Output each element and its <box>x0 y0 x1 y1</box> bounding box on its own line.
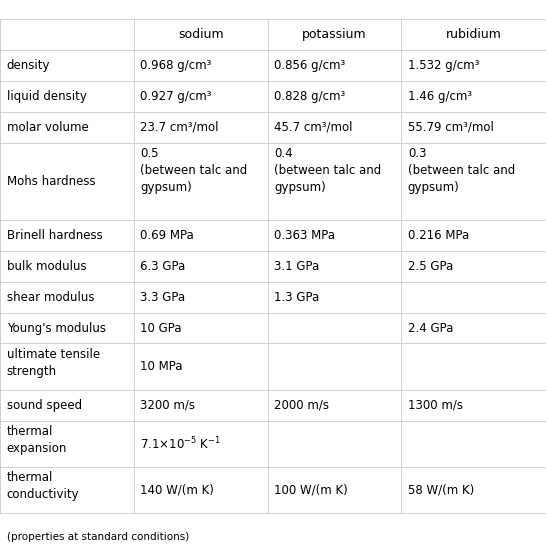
Text: thermal
conductivity: thermal conductivity <box>7 472 79 501</box>
Text: 6.3 GPa: 6.3 GPa <box>140 260 186 273</box>
Text: 45.7 cm³/mol: 45.7 cm³/mol <box>274 121 353 134</box>
Text: 0.927 g/cm³: 0.927 g/cm³ <box>140 90 212 103</box>
Text: 0.856 g/cm³: 0.856 g/cm³ <box>274 59 345 72</box>
Text: 3.3 GPa: 3.3 GPa <box>140 290 186 304</box>
Text: 0.968 g/cm³: 0.968 g/cm³ <box>140 59 212 72</box>
Text: 55.79 cm³/mol: 55.79 cm³/mol <box>408 121 494 134</box>
Text: 0.5
(between talc and
gypsum): 0.5 (between talc and gypsum) <box>140 147 247 194</box>
Text: 3200 m/s: 3200 m/s <box>140 399 195 412</box>
Text: 0.363 MPa: 0.363 MPa <box>274 229 335 242</box>
Text: Brinell hardness: Brinell hardness <box>7 229 102 242</box>
Text: 1.3 GPa: 1.3 GPa <box>274 290 319 304</box>
Text: liquid density: liquid density <box>7 90 86 103</box>
Text: (properties at standard conditions): (properties at standard conditions) <box>7 533 189 542</box>
Text: 10 GPa: 10 GPa <box>140 322 182 334</box>
Text: 0.3
(between talc and
gypsum): 0.3 (between talc and gypsum) <box>408 147 515 194</box>
Text: 3.1 GPa: 3.1 GPa <box>274 260 319 273</box>
Text: sound speed: sound speed <box>7 399 82 412</box>
Text: 0.828 g/cm³: 0.828 g/cm³ <box>274 90 345 103</box>
Text: 1300 m/s: 1300 m/s <box>408 399 463 412</box>
Text: 58 W/(m K): 58 W/(m K) <box>408 484 474 497</box>
Text: 1.46 g/cm³: 1.46 g/cm³ <box>408 90 472 103</box>
Text: density: density <box>7 59 50 72</box>
Text: potassium: potassium <box>302 28 367 41</box>
Text: rubidium: rubidium <box>446 28 502 41</box>
Text: shear modulus: shear modulus <box>7 290 94 304</box>
Text: 0.69 MPa: 0.69 MPa <box>140 229 194 242</box>
Text: 0.216 MPa: 0.216 MPa <box>408 229 469 242</box>
Text: ultimate tensile
strength: ultimate tensile strength <box>7 348 100 378</box>
Text: 2.4 GPa: 2.4 GPa <box>408 322 453 334</box>
Text: molar volume: molar volume <box>7 121 88 134</box>
Text: Young's modulus: Young's modulus <box>7 322 105 334</box>
Text: sodium: sodium <box>178 28 223 41</box>
Text: 100 W/(m K): 100 W/(m K) <box>274 484 348 497</box>
Text: $7.1{\times}10^{-5}$ K$^{-1}$: $7.1{\times}10^{-5}$ K$^{-1}$ <box>140 435 221 452</box>
Text: 1.532 g/cm³: 1.532 g/cm³ <box>408 59 479 72</box>
Text: bulk modulus: bulk modulus <box>7 260 86 273</box>
Text: 2.5 GPa: 2.5 GPa <box>408 260 453 273</box>
Text: thermal
expansion: thermal expansion <box>7 425 67 455</box>
Text: 23.7 cm³/mol: 23.7 cm³/mol <box>140 121 219 134</box>
Text: 10 MPa: 10 MPa <box>140 360 183 373</box>
Text: 2000 m/s: 2000 m/s <box>274 399 329 412</box>
Text: Mohs hardness: Mohs hardness <box>7 175 95 188</box>
Text: 0.4
(between talc and
gypsum): 0.4 (between talc and gypsum) <box>274 147 381 194</box>
Text: 140 W/(m K): 140 W/(m K) <box>140 484 214 497</box>
